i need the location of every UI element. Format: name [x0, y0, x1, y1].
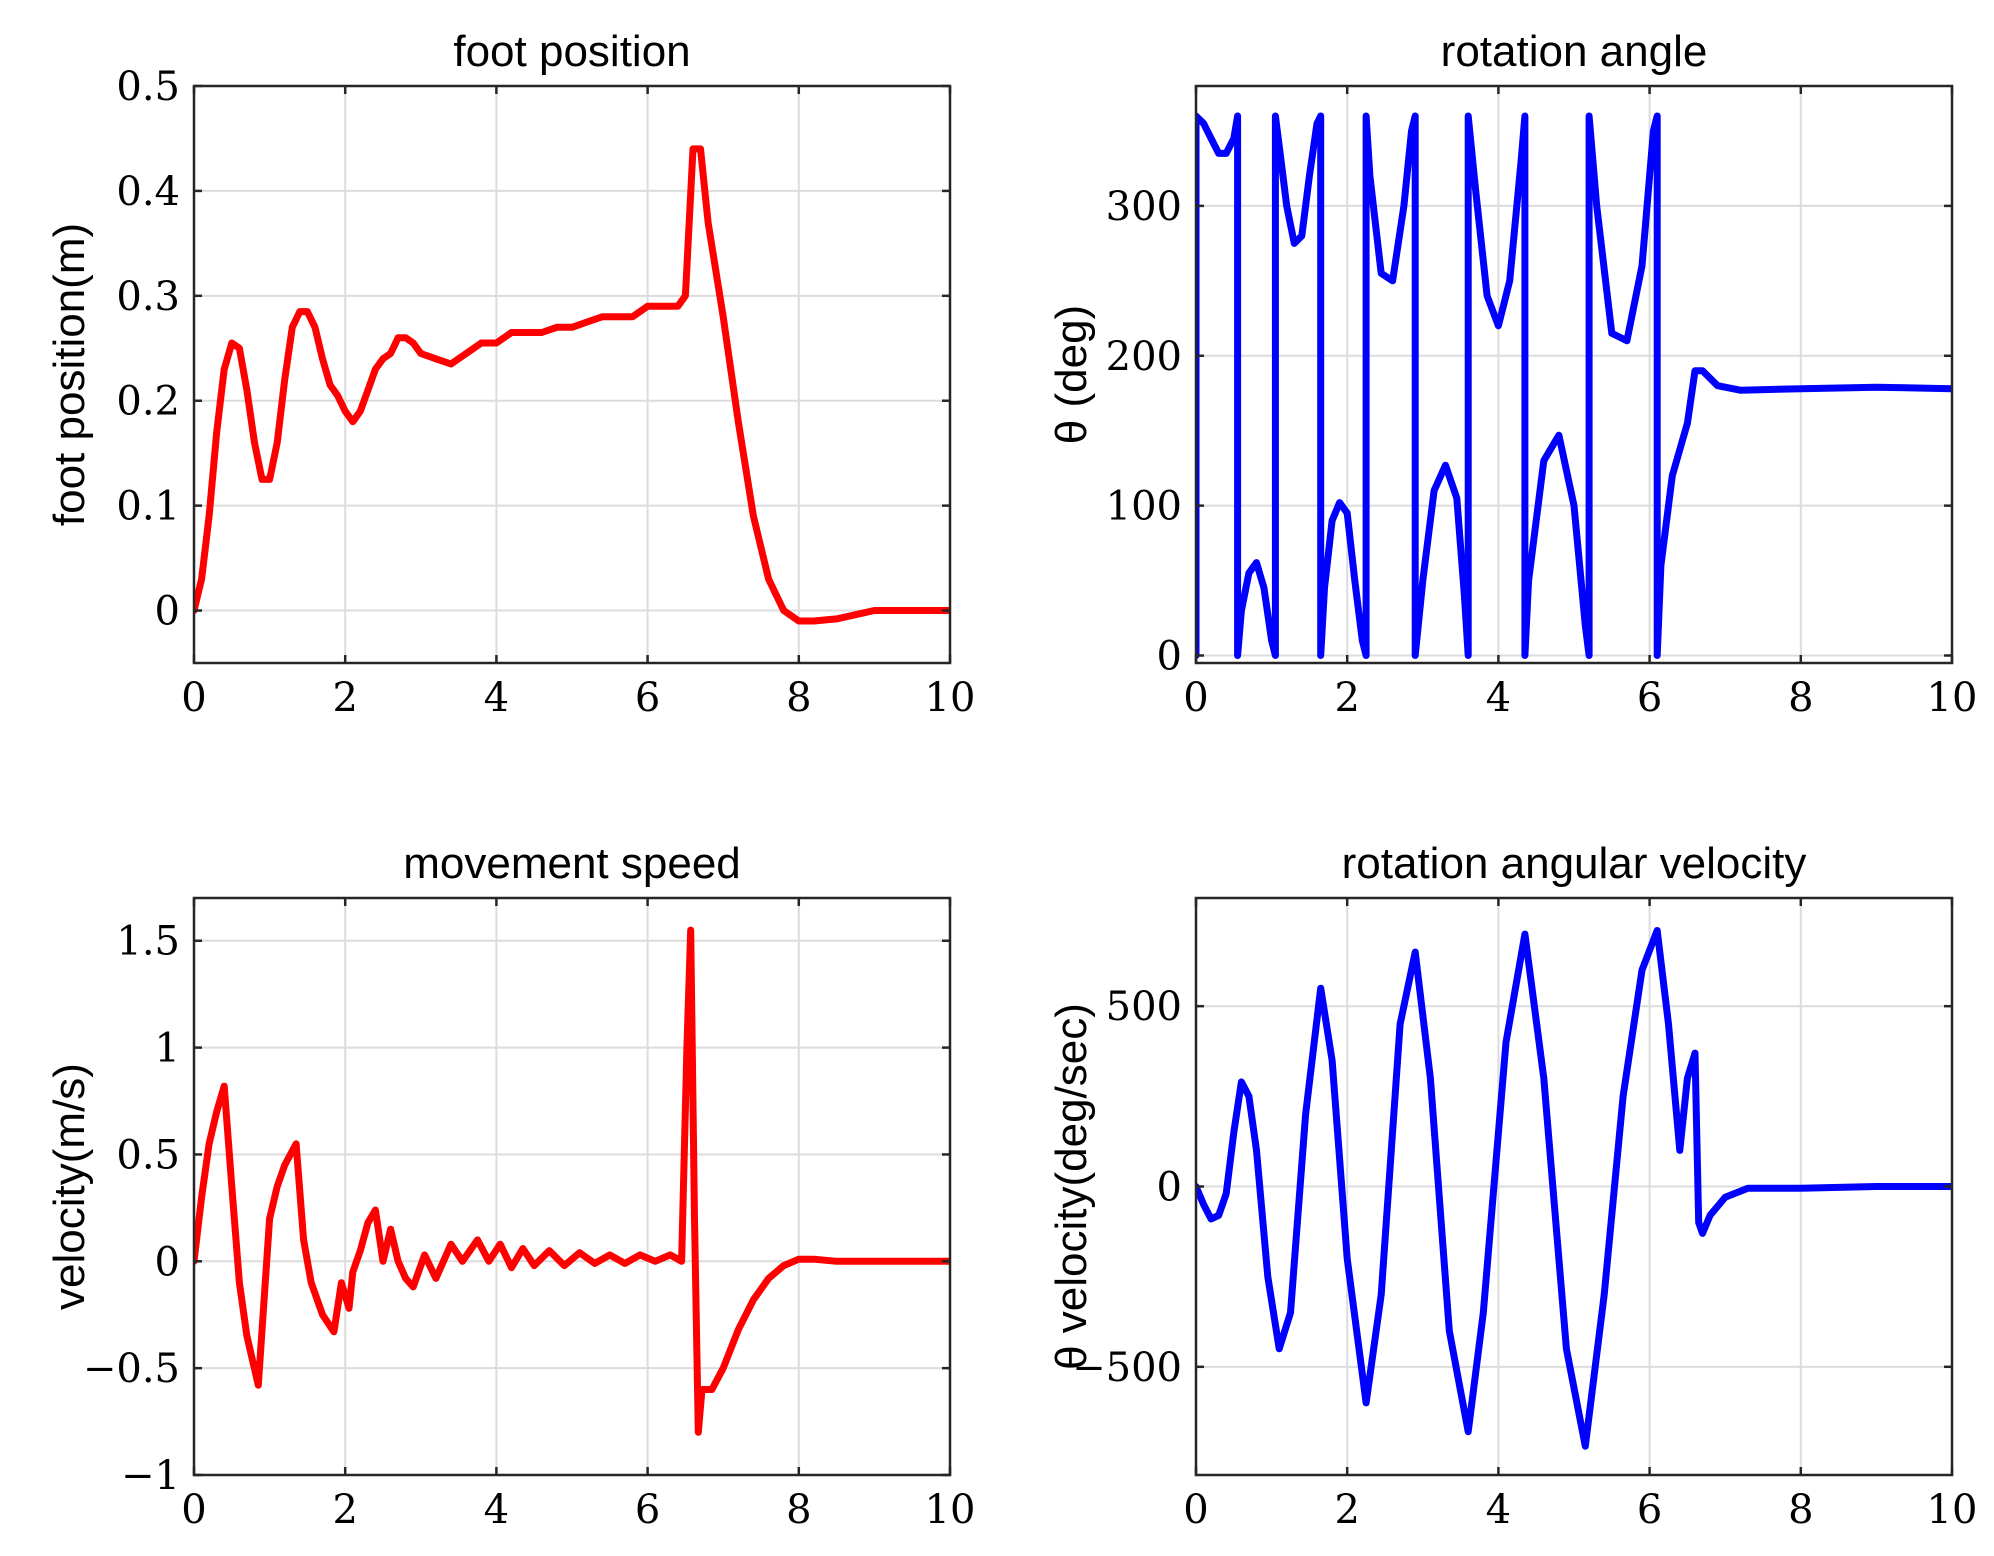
y-tick-label: 1: [155, 1026, 180, 1072]
y-axis-label: foot position(m): [45, 223, 94, 526]
y-tick-label: −1: [121, 1453, 180, 1499]
x-tick-label: 10: [925, 675, 976, 721]
y-tick-label: 0.2: [116, 379, 180, 425]
y-axis-label: velocity(m/s): [45, 1063, 94, 1310]
y-tick-label: 0.1: [116, 484, 180, 530]
axes-box: [1194, 84, 1954, 665]
x-tick-label: 10: [925, 1487, 976, 1533]
y-tick-label: 100: [1106, 484, 1182, 530]
y-axis-label: θ velocity(deg/sec): [1047, 1003, 1096, 1370]
y-tick-label: 0.5: [116, 64, 180, 110]
x-tick-label: 8: [1788, 1487, 1813, 1533]
x-tick-label: 8: [786, 1487, 811, 1533]
series-line: [194, 145, 950, 625]
y-tick-label: 0: [155, 589, 180, 635]
y-tick-label: −500: [1072, 1345, 1182, 1391]
series-line: [194, 926, 950, 1436]
x-tick-label: 6: [1637, 1487, 1662, 1533]
y-tick-label: 1.5: [116, 919, 180, 965]
x-tick-label: 0: [181, 675, 206, 721]
x-tick-label: 2: [332, 1487, 357, 1533]
x-tick-label: 10: [1927, 1487, 1978, 1533]
x-tick-label: 10: [1927, 675, 1978, 721]
plot-area: [194, 898, 950, 1475]
x-tick-label: 0: [1183, 1487, 1208, 1533]
axes-box: [192, 896, 952, 1477]
x-tick-label: 2: [1334, 675, 1359, 721]
y-tick-label: 0.4: [116, 169, 180, 215]
x-tick-label: 2: [1334, 1487, 1359, 1533]
y-tick-label: 0: [155, 1239, 180, 1285]
x-tick-label: 0: [181, 1487, 206, 1533]
x-tick-label: 6: [1637, 675, 1662, 721]
y-tick-label: 0: [1157, 1165, 1182, 1211]
x-tick-label: 0: [1183, 675, 1208, 721]
x-tick-label: 4: [484, 675, 509, 721]
x-tick-label: 8: [1788, 675, 1813, 721]
y-tick-label: 0.5: [116, 1132, 180, 1178]
x-tick-label: 6: [635, 675, 660, 721]
series-line: [1196, 927, 1952, 1450]
x-tick-label: 8: [786, 675, 811, 721]
y-tick-label: 0.3: [116, 274, 180, 320]
subplot-1: 0 2 4 6 8 10 0 0.1 0.2 0.3 0.4 0.5 foot position foot…: [45, 27, 975, 721]
x-tick-label: 4: [484, 1487, 509, 1533]
chart-title: rotation angle: [1441, 27, 1708, 76]
x-tick-label: 6: [635, 1487, 660, 1533]
chart-title: rotation angular velocity: [1342, 839, 1807, 888]
subplot-3: 0 2 4 6 8 10 −1 −0.5 0 0.5 1 1.5 movement speed veloc…: [45, 839, 975, 1533]
y-axis-label: θ (deg): [1047, 305, 1096, 444]
axes-box: [192, 84, 952, 665]
chart-title: movement speed: [403, 839, 741, 888]
series-line: [1196, 112, 1952, 659]
y-tick-label: 0: [1157, 634, 1182, 680]
y-tick-label: −0.5: [83, 1346, 180, 1392]
y-tick-label: 300: [1106, 184, 1182, 230]
subplot-4: 0 2 4 6 8 10 −500 0 500 rotation angular velocity…: [1047, 839, 1977, 1533]
plot-area: [194, 86, 950, 663]
x-tick-label: 4: [1486, 1487, 1511, 1533]
y-tick-label: 200: [1106, 334, 1182, 380]
y-tick-label: 500: [1106, 984, 1182, 1030]
chart-title: foot position: [453, 27, 690, 76]
x-tick-label: 4: [1486, 675, 1511, 721]
x-tick-label: 2: [332, 675, 357, 721]
